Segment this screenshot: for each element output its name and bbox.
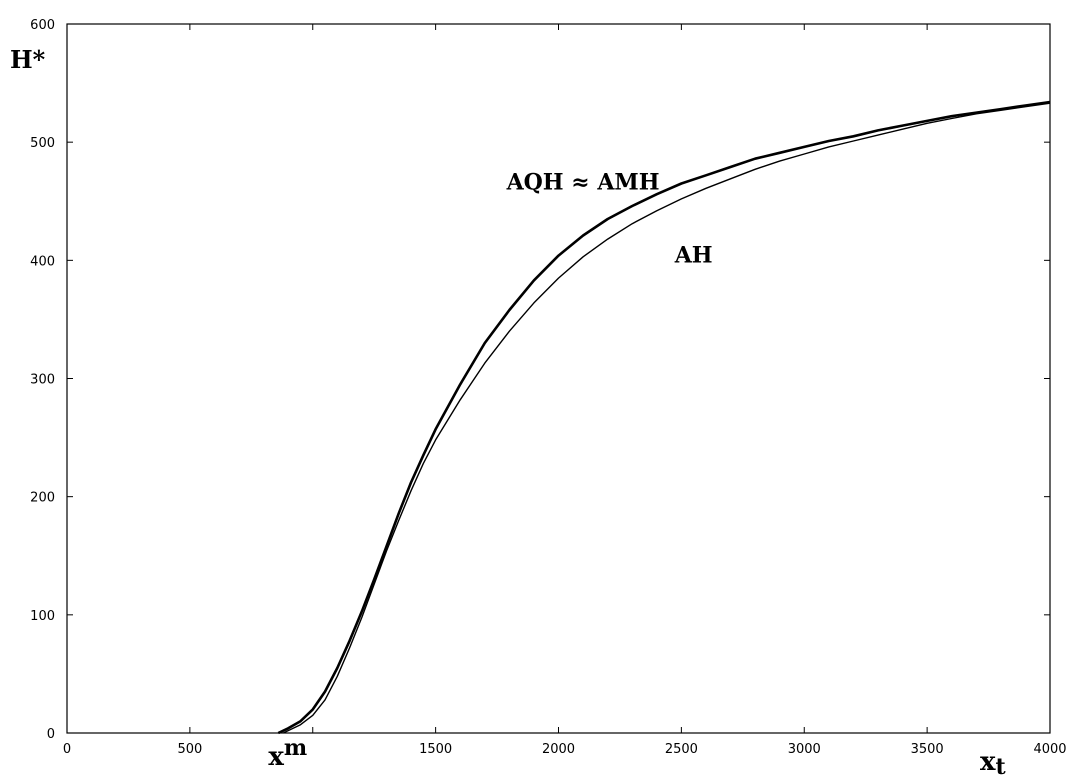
x-marker-sup: m xyxy=(284,735,307,761)
x-tick-label: 500 xyxy=(177,742,202,757)
y-tick-label: 400 xyxy=(30,254,55,269)
x-marker-main: x xyxy=(268,742,284,772)
x-tick-label: 3500 xyxy=(911,742,944,757)
x-tick-label: 0 xyxy=(63,742,71,757)
series-label-ah: AH xyxy=(674,243,713,269)
y-tick-label: 600 xyxy=(30,18,55,33)
y-axis-label: H* xyxy=(10,45,46,74)
y-tick-label: 100 xyxy=(30,609,55,624)
y-ticks: 0 100 200 300 400 500 600 xyxy=(30,18,1050,742)
x-tick-label: 2000 xyxy=(542,742,575,757)
y-tick-label: 0 xyxy=(47,727,55,742)
series-label-aqh-amh: AQH ≈ AMH xyxy=(506,169,660,195)
x-tick-label: 2500 xyxy=(665,742,698,757)
series-line-aqh-amh xyxy=(277,100,1051,735)
x-axis-label-sub: t xyxy=(996,754,1007,778)
axes xyxy=(66,23,1051,734)
x-axis-label-main: x xyxy=(980,747,996,777)
plot-frame xyxy=(66,23,1051,734)
x-axis-label: xt xyxy=(980,747,1007,778)
y-tick-label: 200 xyxy=(30,491,55,506)
x-ticks: 0 500 1500 2000 2500 3000 3500 4000 xyxy=(63,24,1067,757)
x-tick-label: 1500 xyxy=(419,742,452,757)
series-line-ah xyxy=(282,102,1051,734)
series-group xyxy=(277,100,1051,735)
y-tick-label: 300 xyxy=(30,373,55,388)
y-tick-label: 500 xyxy=(30,136,55,151)
labels: H* xt xm AQH ≈ AMH AH xyxy=(10,45,1007,778)
x-marker-label: xm xyxy=(268,735,307,772)
x-tick-label: 3000 xyxy=(788,742,821,757)
x-tick-label: 4000 xyxy=(1033,742,1066,757)
